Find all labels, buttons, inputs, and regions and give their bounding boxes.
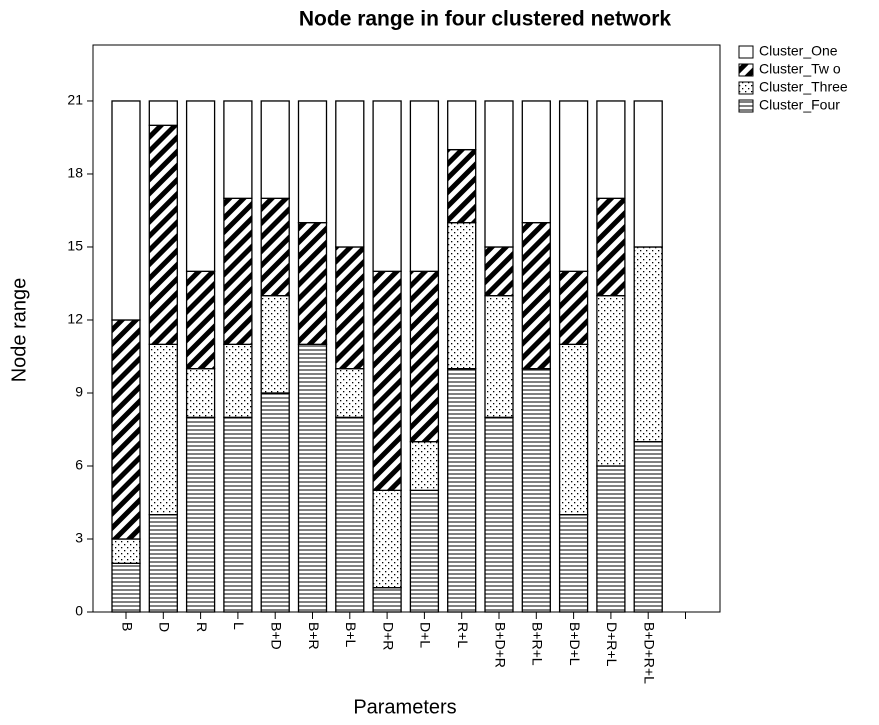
y-tick-label: 6: [75, 457, 83, 473]
bar-segment: [558, 343, 589, 516]
legend-label: Cluster_One: [759, 43, 838, 59]
bar-segment: [484, 246, 514, 297]
bar-segment: [185, 100, 216, 272]
bar-segment: [335, 368, 365, 418]
bar-segment: [335, 416, 365, 613]
bar-segment: [185, 270, 216, 370]
y-axis-title: Node range: [8, 278, 30, 383]
bar-segment: [596, 197, 626, 297]
bar-segment: [409, 489, 440, 613]
y-tick-label: 12: [67, 311, 83, 327]
bar-segment: [596, 465, 626, 613]
bar-segment: [447, 368, 477, 613]
x-tick-label: R+L: [455, 622, 471, 648]
legend-label: Cluster_Tw o: [759, 61, 841, 77]
x-tick-label: B+D+R+L: [641, 622, 657, 684]
bar-segment: [223, 100, 253, 199]
bar-segment: [372, 100, 402, 272]
bar-segment: [372, 489, 402, 589]
bar-segment: [372, 270, 402, 491]
bar-segment: [633, 100, 663, 248]
bar-segment: [558, 270, 589, 345]
x-tick-label: D+R+L: [604, 622, 620, 667]
bar-segment: [484, 416, 514, 613]
bar-segment: [297, 343, 328, 613]
bar-segment: [596, 294, 626, 467]
x-axis-title: Parameters: [353, 696, 456, 718]
y-tick-label: 0: [75, 603, 83, 619]
x-tick-label: B+D+R: [492, 622, 508, 668]
legend-box: [735, 44, 865, 118]
bar-segment: [558, 514, 589, 613]
bar-segment: [185, 368, 216, 418]
x-tick-label: L: [231, 622, 247, 630]
bar-segment: [372, 587, 402, 613]
bar-segment: [335, 100, 365, 248]
legend-label: Cluster_Four: [759, 97, 840, 113]
bar-segment: [447, 100, 477, 151]
bar-segment: [484, 100, 514, 248]
legend-label: Cluster_Three: [759, 79, 848, 95]
bar-segment: [223, 416, 253, 613]
legend-swatch: [738, 63, 754, 77]
bar-segment: [185, 416, 216, 613]
bar-segment: [223, 197, 253, 345]
x-tick-label: D: [157, 622, 173, 632]
bar-segment: [335, 246, 365, 370]
bar-segment: [633, 246, 663, 443]
bar-segment: [484, 294, 514, 418]
bar-segment: [148, 124, 178, 345]
x-tick-label: R: [194, 622, 210, 632]
y-tick-label: 15: [67, 238, 83, 254]
bar-segment: [260, 392, 290, 613]
y-tick-label: 9: [75, 384, 83, 400]
bar-segment: [558, 100, 589, 272]
bar-segment: [111, 538, 141, 564]
bar-segment: [111, 562, 141, 613]
x-tick-label: B+D+L: [567, 622, 583, 666]
y-tick-label: 3: [75, 530, 83, 546]
bar-segment: [148, 514, 178, 613]
legend-swatch: [738, 45, 754, 59]
bar-segment: [297, 100, 328, 224]
bar-segment: [447, 221, 477, 370]
bar-segment: [521, 368, 551, 613]
bar-segment: [260, 294, 290, 394]
bar-segment: [409, 100, 440, 272]
x-tick-label: B+D: [268, 622, 284, 650]
bar-segment: [148, 343, 178, 516]
bar-segment: [223, 343, 253, 418]
bar-segment: [409, 270, 440, 443]
bar-segment: [596, 100, 626, 199]
bar-segment: [111, 319, 141, 540]
x-tick-label: B: [119, 622, 135, 631]
bar-segment: [521, 221, 551, 370]
bar-segment: [297, 221, 328, 345]
bar-segment: [260, 197, 290, 297]
plot-frame: [92, 44, 721, 613]
bar-segment: [447, 148, 477, 224]
bar-segment: [111, 100, 141, 321]
bar-segment: [633, 441, 663, 613]
chart-title: Node range in four clustered network: [299, 8, 672, 31]
x-tick-label: B+R+L: [530, 622, 546, 666]
x-tick-label: B+L: [343, 622, 359, 648]
bar-segment: [260, 100, 290, 199]
x-tick-label: D+L: [418, 622, 434, 648]
legend-swatch: [738, 99, 754, 113]
bar-segment: [521, 100, 551, 224]
x-tick-label: D+R: [380, 622, 396, 650]
bar-segment: [409, 441, 440, 491]
x-tick-label: B+R: [306, 622, 322, 650]
y-tick-label: 21: [67, 92, 83, 108]
legend-swatch: [738, 81, 754, 95]
y-tick-label: 18: [67, 165, 83, 181]
bar-segment: [148, 100, 178, 126]
